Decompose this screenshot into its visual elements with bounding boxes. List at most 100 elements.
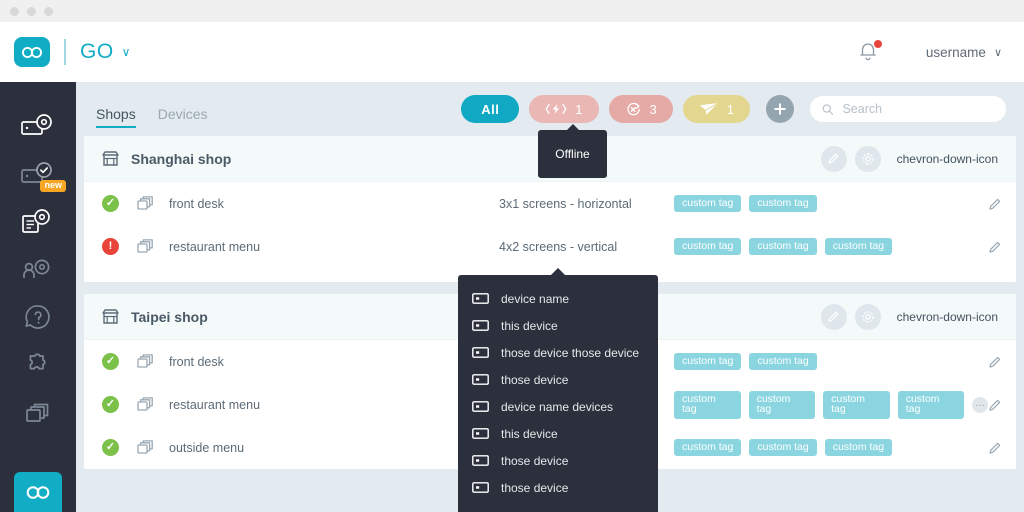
menu-item[interactable]: those device	[458, 447, 658, 474]
tag[interactable]: custom tag	[748, 390, 816, 419]
left-sidebar: new	[0, 82, 76, 512]
device-row[interactable]: ✓ restaurant menu custom tag custom tag …	[84, 383, 1016, 426]
menu-item-label: those device	[501, 453, 569, 468]
shop-edit-button[interactable]	[820, 303, 847, 330]
sidebar-item-layers[interactable]	[0, 390, 76, 438]
menu-item-label: those device those device	[501, 345, 640, 360]
menu-item[interactable]: device name devices	[458, 393, 658, 420]
sidebar-new-badge: new	[40, 180, 66, 192]
status-badge-ok: ✓	[102, 439, 119, 456]
tag[interactable]: custom tag	[749, 237, 817, 256]
menu-item[interactable]: this device	[458, 312, 658, 339]
sidebar-item-device-settings[interactable]	[0, 102, 76, 150]
username-label[interactable]: username	[925, 44, 986, 60]
menu-item-label: device name devices	[501, 399, 614, 414]
tag[interactable]: custom tag	[824, 237, 893, 256]
sidebar-item-user-settings[interactable]	[0, 246, 76, 294]
tag[interactable]: custom tag	[674, 390, 741, 419]
search-box[interactable]	[810, 96, 1006, 122]
device-row[interactable]: ✓ front desk custom tag custom tag	[84, 340, 1016, 383]
device-tags: custom tag custom tag custom tag	[674, 237, 988, 256]
filter-pill-offline[interactable]: 1	[529, 95, 599, 123]
shop-settings-button[interactable]	[854, 303, 881, 330]
shop-icon	[102, 308, 119, 325]
tag[interactable]: custom tag	[674, 194, 742, 213]
menu-item[interactable]: this device	[458, 420, 658, 447]
filter-pill-pending[interactable]: 1	[682, 95, 750, 123]
shop-collapse-chevron-down-icon[interactable]: chevron-down-icon	[896, 151, 998, 166]
content-settings-icon	[22, 209, 50, 233]
menu-item[interactable]: those device those device	[458, 339, 658, 366]
status-badge-ok: ✓	[102, 396, 119, 413]
filter-pill-error-count: 3	[649, 101, 657, 117]
filter-pill-offline-count: 1	[575, 101, 583, 117]
shop-name: Shanghai shop	[131, 150, 232, 167]
device-screen-icon	[472, 374, 489, 385]
content-toolbar: Shops Devices All 1	[76, 82, 1024, 136]
window-maximize-dot[interactable]	[44, 6, 53, 16]
tag[interactable]: custom tag	[674, 438, 742, 457]
device-edit-button[interactable]	[988, 197, 1002, 211]
device-row[interactable]: ! restaurant menu 4x2 screens - vertical…	[84, 225, 1016, 268]
sidebar-item-help[interactable]	[0, 294, 76, 342]
help-circle-icon	[25, 305, 50, 329]
user-chevron-down-icon[interactable]: ∨	[993, 46, 1002, 59]
filter-pill-error[interactable]: 3	[608, 95, 673, 123]
device-screen-icon	[472, 401, 489, 412]
pencil-icon	[828, 311, 839, 322]
device-tags: custom tag custom tag custom tag	[674, 438, 988, 457]
app-header: GO ∨ username ∨	[0, 22, 1024, 82]
shop-collapse-chevron-down-icon[interactable]: chevron-down-icon	[896, 309, 998, 324]
sidebar-item-plugins[interactable]	[0, 342, 76, 390]
tab-shops[interactable]: Shops	[96, 106, 136, 128]
tag[interactable]: custom tag	[897, 390, 965, 419]
pencil-icon	[989, 356, 1001, 368]
device-name: front desk	[169, 354, 224, 369]
filter-pill-all[interactable]: All	[461, 95, 520, 123]
pencil-icon	[989, 399, 1001, 411]
device-screen-icon	[472, 347, 489, 358]
brand-chevron-down-icon[interactable]: ∨	[121, 45, 131, 59]
device-screen-icon	[472, 455, 489, 466]
infinity-logo-icon[interactable]	[14, 37, 50, 67]
search-input[interactable]	[842, 102, 994, 116]
tag[interactable]: custom tag	[823, 390, 890, 419]
sidebar-bottom-logo[interactable]	[14, 472, 62, 512]
bell-icon[interactable]	[858, 39, 883, 64]
sidebar-item-content-settings[interactable]	[0, 198, 76, 246]
device-screen-icon	[472, 428, 489, 439]
device-edit-button[interactable]	[988, 355, 1002, 369]
sidebar-item-device-approved[interactable]: new	[0, 150, 76, 198]
filter-pill-pending-count: 1	[726, 101, 734, 117]
menu-item[interactable]: device name	[458, 285, 658, 312]
device-layers-icon	[137, 353, 155, 370]
tag[interactable]: custom tag	[674, 352, 742, 371]
device-edit-button[interactable]	[988, 398, 1002, 412]
device-row[interactable]: ✓ front desk 3x1 screens - horizontal cu…	[84, 182, 1016, 225]
tab-devices[interactable]: Devices	[157, 106, 208, 122]
tooltip-text: Offline	[555, 147, 590, 161]
device-layers-icon	[137, 195, 155, 212]
offline-tooltip: Offline	[538, 124, 607, 178]
tag[interactable]: custom tag	[749, 352, 817, 371]
device-tags: custom tag custom tag	[674, 194, 988, 213]
device-layers-icon	[137, 238, 155, 255]
menu-item[interactable]: those device	[458, 366, 658, 393]
tag-more-button[interactable]: …	[972, 396, 988, 413]
tag[interactable]: custom tag	[749, 438, 817, 457]
add-button[interactable]	[766, 95, 794, 123]
device-edit-button[interactable]	[988, 441, 1002, 455]
window-close-dot[interactable]	[10, 6, 19, 16]
menu-item-label: this device	[501, 426, 558, 441]
tag[interactable]: custom tag	[674, 237, 742, 256]
window-minimize-dot[interactable]	[27, 6, 36, 16]
paper-plane-icon	[699, 102, 719, 115]
tag[interactable]: custom tag	[824, 438, 893, 457]
shop-edit-button[interactable]	[820, 145, 847, 172]
device-row[interactable]: ✓ outside menu custom tag custom tag cus…	[84, 426, 1016, 469]
device-edit-button[interactable]	[988, 240, 1002, 254]
device-screen-icon	[472, 320, 489, 331]
tag[interactable]: custom tag	[749, 194, 817, 213]
shop-settings-button[interactable]	[854, 145, 881, 172]
menu-item[interactable]: those device	[458, 474, 658, 501]
